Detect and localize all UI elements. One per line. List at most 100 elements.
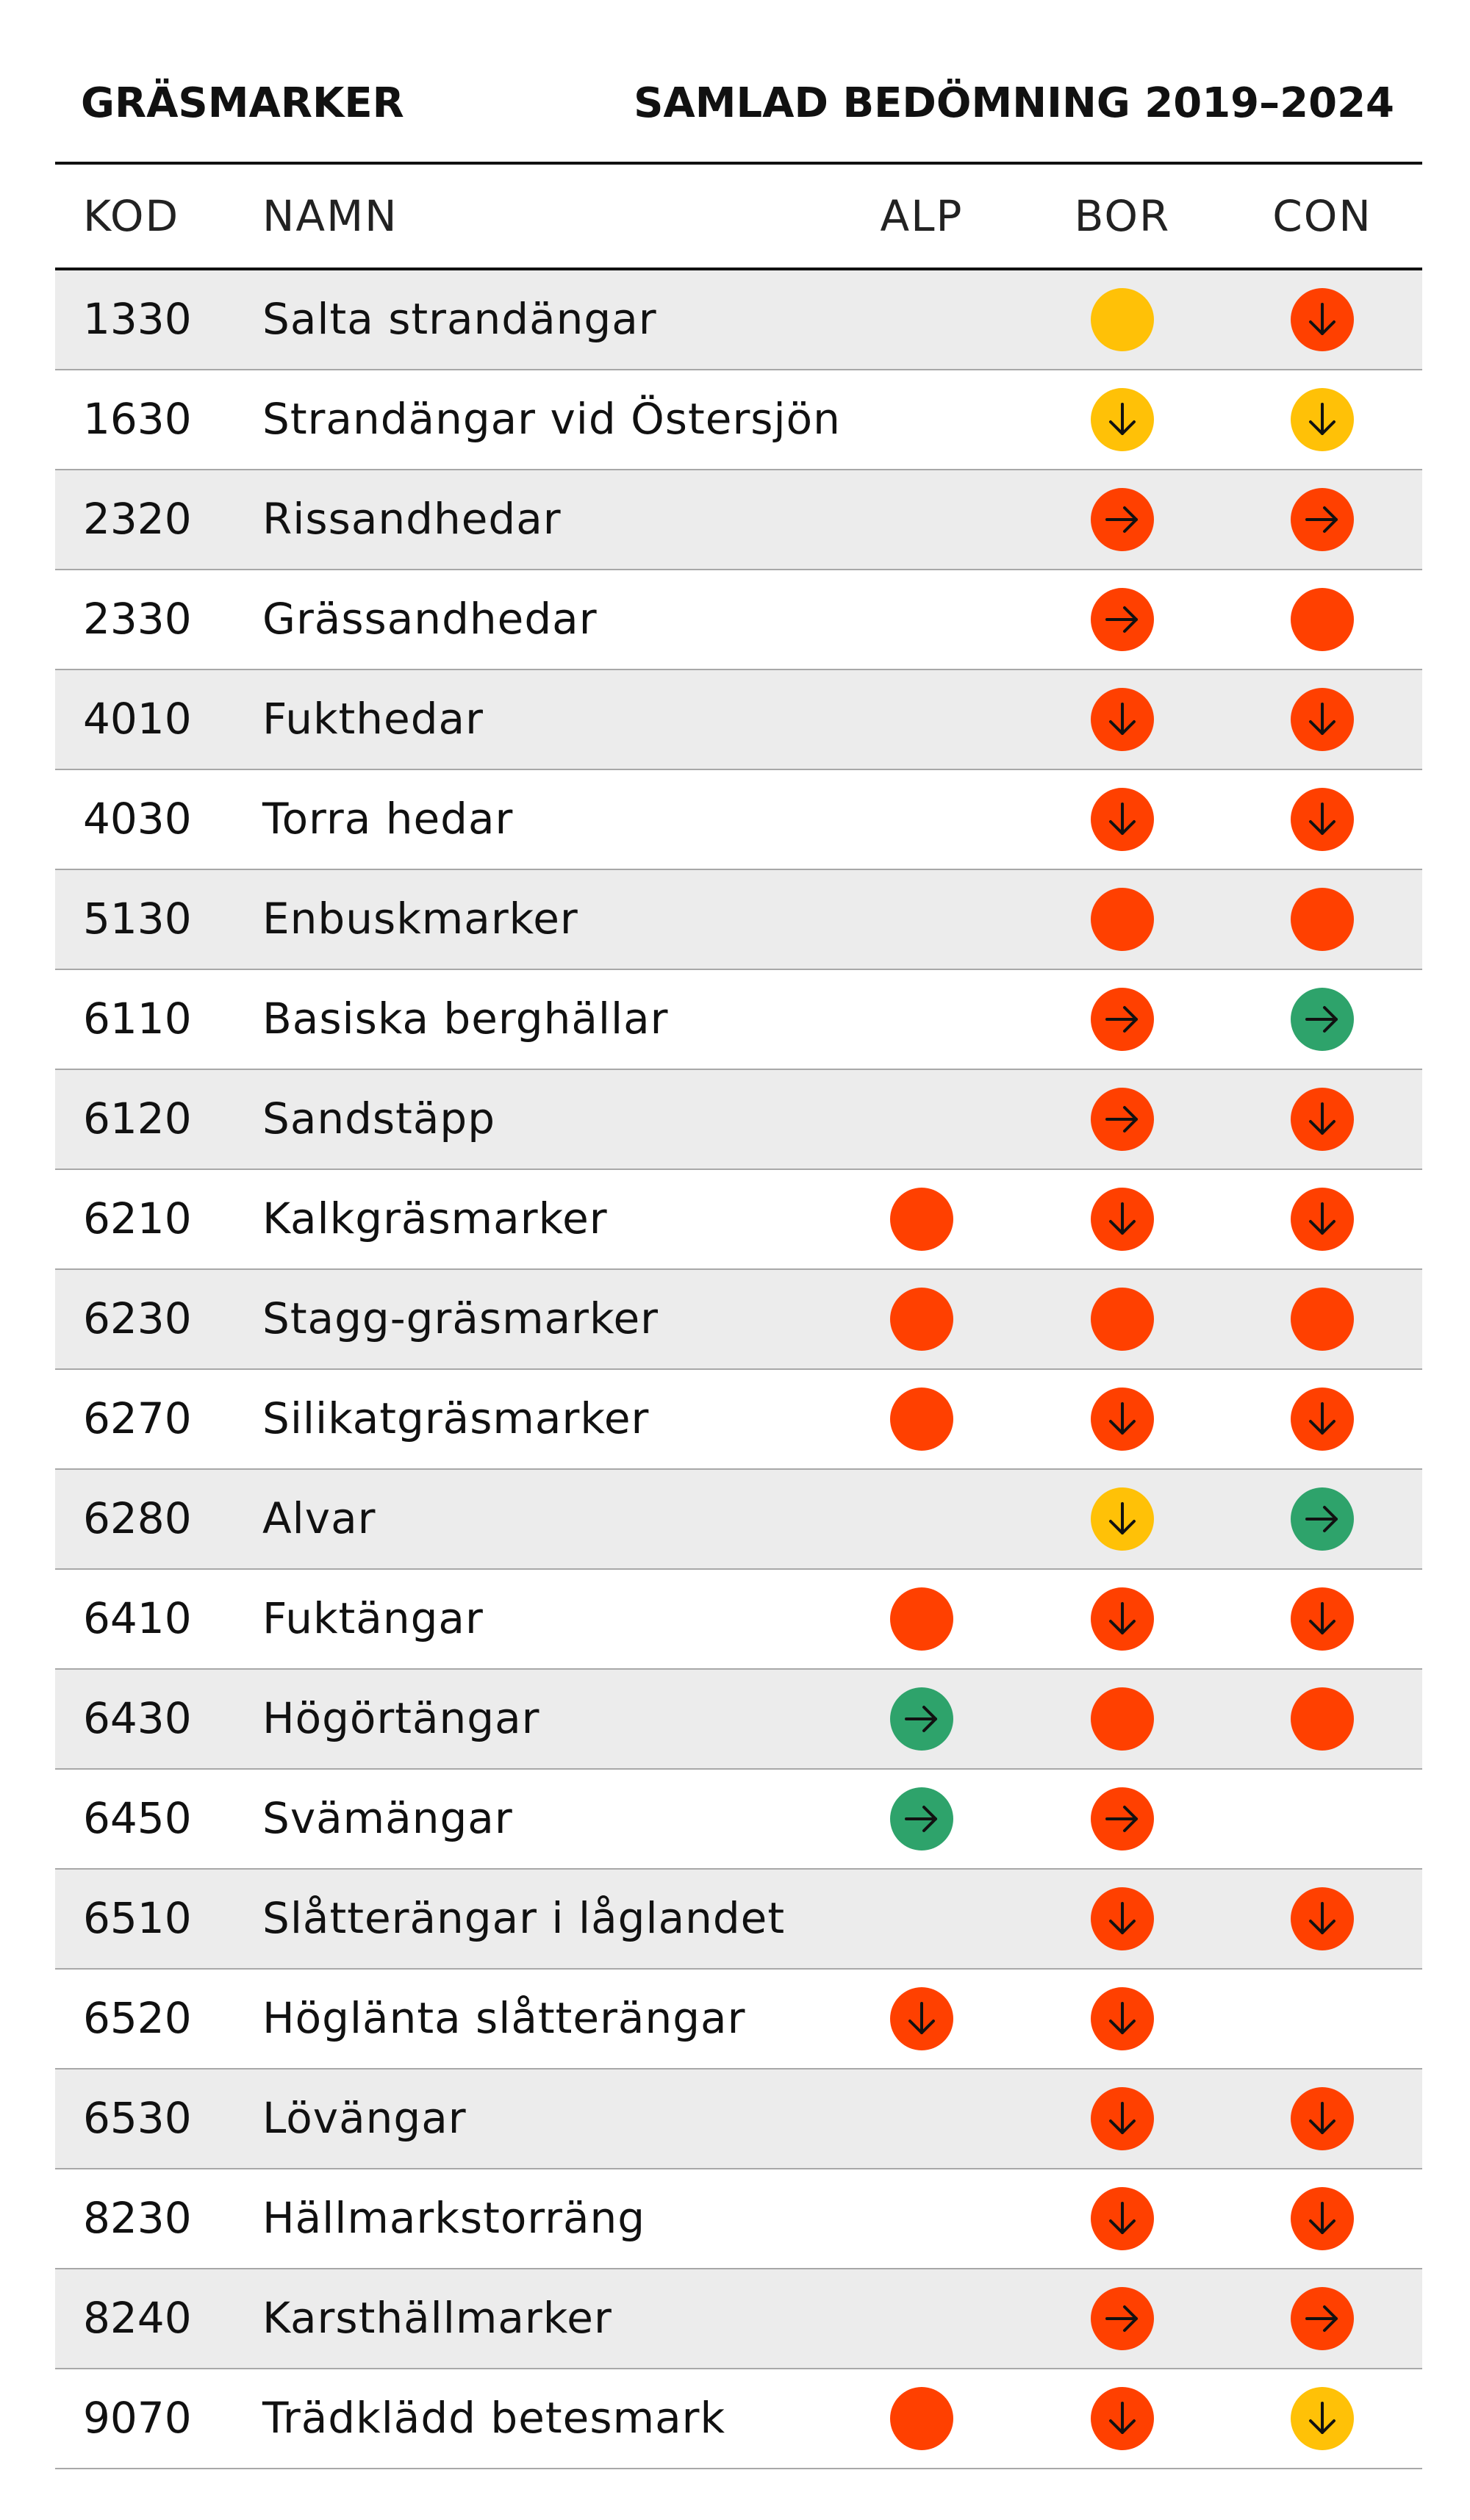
habitat-code: 5130 [83,894,192,944]
con-status-indicator [1291,688,1354,751]
habitat-code: 8230 [83,2193,192,2243]
arrow-right-icon [905,1706,937,1732]
arrow-down-icon [1309,403,1335,435]
column-header-namn: NAMN [262,191,398,241]
con-status-indicator [1291,1388,1354,1451]
table-row: 9070 Trädklädd betesmark [55,2369,1422,2469]
habitat-name: Hällmarkstorräng [262,2193,646,2243]
bor-status-indicator [1091,1188,1154,1251]
con-status-indicator [1291,1887,1354,1950]
bor-status-indicator [1091,1987,1154,2050]
bor-status-indicator [1091,1487,1154,1551]
arrow-right-icon [1105,2305,1138,2332]
habitat-name: Silikatgräsmarker [262,1393,650,1443]
column-header-alp: ALP [880,191,964,241]
habitat-name: Slåtterängar i låglandet [262,1893,786,1943]
habitat-code: 6450 [83,1793,192,1843]
arrow-down-icon [1109,2202,1136,2234]
arrow-right-icon [1105,506,1138,533]
arrow-down-icon [1109,703,1136,735]
bor-status-indicator [1091,2087,1154,2150]
habitat-code: 6110 [83,994,192,1044]
con-status-indicator [1291,788,1354,851]
arrow-down-icon [1309,1602,1335,1634]
habitat-code: 1330 [83,294,192,344]
arrow-down-icon [1109,1202,1136,1235]
arrow-down-icon [1109,1902,1136,1934]
habitat-code: 6410 [83,1593,192,1643]
table-row: 6530 Lövängar [55,2070,1422,2169]
arrow-down-icon [1109,1402,1136,1435]
habitat-code: 6530 [83,2093,192,2143]
arrow-down-icon [1309,1902,1335,1934]
habitat-code: 4010 [83,694,192,744]
con-status-indicator [1291,288,1354,351]
habitat-code: 9070 [83,2393,192,2443]
habitat-code: 8240 [83,2293,192,2343]
habitat-code: 1630 [83,394,192,444]
habitat-code: 2330 [83,594,192,644]
con-status-indicator [1291,2387,1354,2450]
bor-status-indicator [1091,1388,1154,1451]
habitat-name: Enbuskmarker [262,894,578,944]
alp-status-indicator [890,1987,953,2050]
habitat-code: 6280 [83,1493,192,1543]
table-row: 6410 Fuktängar [55,1570,1422,1670]
habitat-name: Rissandhedar [262,494,562,544]
habitat-name: Salta strandängar [262,294,657,344]
arrow-down-icon [1109,403,1136,435]
arrow-right-icon [1305,1506,1338,1532]
habitat-name: Basiska berghällar [262,994,669,1044]
bor-status-indicator [1091,288,1154,351]
arrow-down-icon [1309,1402,1335,1435]
habitat-code: 4030 [83,794,192,844]
alp-status-indicator [890,1288,953,1351]
con-status-indicator [1291,988,1354,1051]
bor-status-indicator [1091,788,1154,851]
table-row: 6450 Svämängar [55,1770,1422,1870]
arrow-down-icon [1309,803,1335,835]
habitat-name: Trädklädd betesmark [262,2393,726,2443]
table-row: 6430 Högörtängar [55,1670,1422,1770]
bor-status-indicator [1091,988,1154,1051]
arrow-down-icon [1309,2102,1335,2134]
habitat-code: 6120 [83,1094,192,1144]
table-row: 6230 Stagg-gräsmarker [55,1270,1422,1370]
con-status-indicator [1291,588,1354,651]
table-title: GRÄSMARKER [81,79,404,127]
table-row: 4030 Torra hedar [55,770,1422,870]
habitat-name: Högörtängar [262,1693,540,1743]
bor-status-indicator [1091,1088,1154,1151]
con-status-indicator [1291,2087,1354,2150]
bor-status-indicator [1091,2387,1154,2450]
arrow-down-icon [908,2002,935,2034]
habitat-code: 6520 [83,1993,192,2043]
arrow-down-icon [1309,1202,1335,1235]
bor-status-indicator [1091,2287,1154,2350]
bor-status-indicator [1091,388,1154,451]
bor-status-indicator [1091,688,1154,751]
arrow-down-icon [1309,2402,1335,2434]
habitat-code: 6230 [83,1293,192,1343]
arrow-down-icon [1309,703,1335,735]
arrow-down-icon [1309,1102,1335,1135]
bor-status-indicator [1091,1787,1154,1850]
table-row: 6520 Höglänta slåtterängar [55,1970,1422,2070]
table-body: 1330 Salta strandängar 1630 Strandängar vid… [55,270,1422,2469]
table-row: 6510 Slåtterängar i låglandet [55,1870,1422,1970]
habitat-code: 6430 [83,1693,192,1743]
arrow-down-icon [1109,1502,1136,1534]
column-header-con: CON [1272,191,1372,241]
con-status-indicator [1291,1088,1354,1151]
table-row: 8230 Hällmarkstorräng [55,2169,1422,2269]
habitat-name: Torra hedar [262,794,514,844]
habitat-name: Strandängar vid Östersjön [262,394,841,444]
alp-status-indicator [890,2387,953,2450]
habitat-name: Alvar [262,1493,376,1543]
arrow-down-icon [1109,2402,1136,2434]
alp-status-indicator [890,1587,953,1651]
habitat-name: Höglänta slåtterängar [262,1993,746,2043]
column-headers: KOD NAMN ALP BOR CON [55,165,1422,270]
arrow-down-icon [1309,2202,1335,2234]
table-row: 6270 Silikatgräsmarker [55,1370,1422,1470]
